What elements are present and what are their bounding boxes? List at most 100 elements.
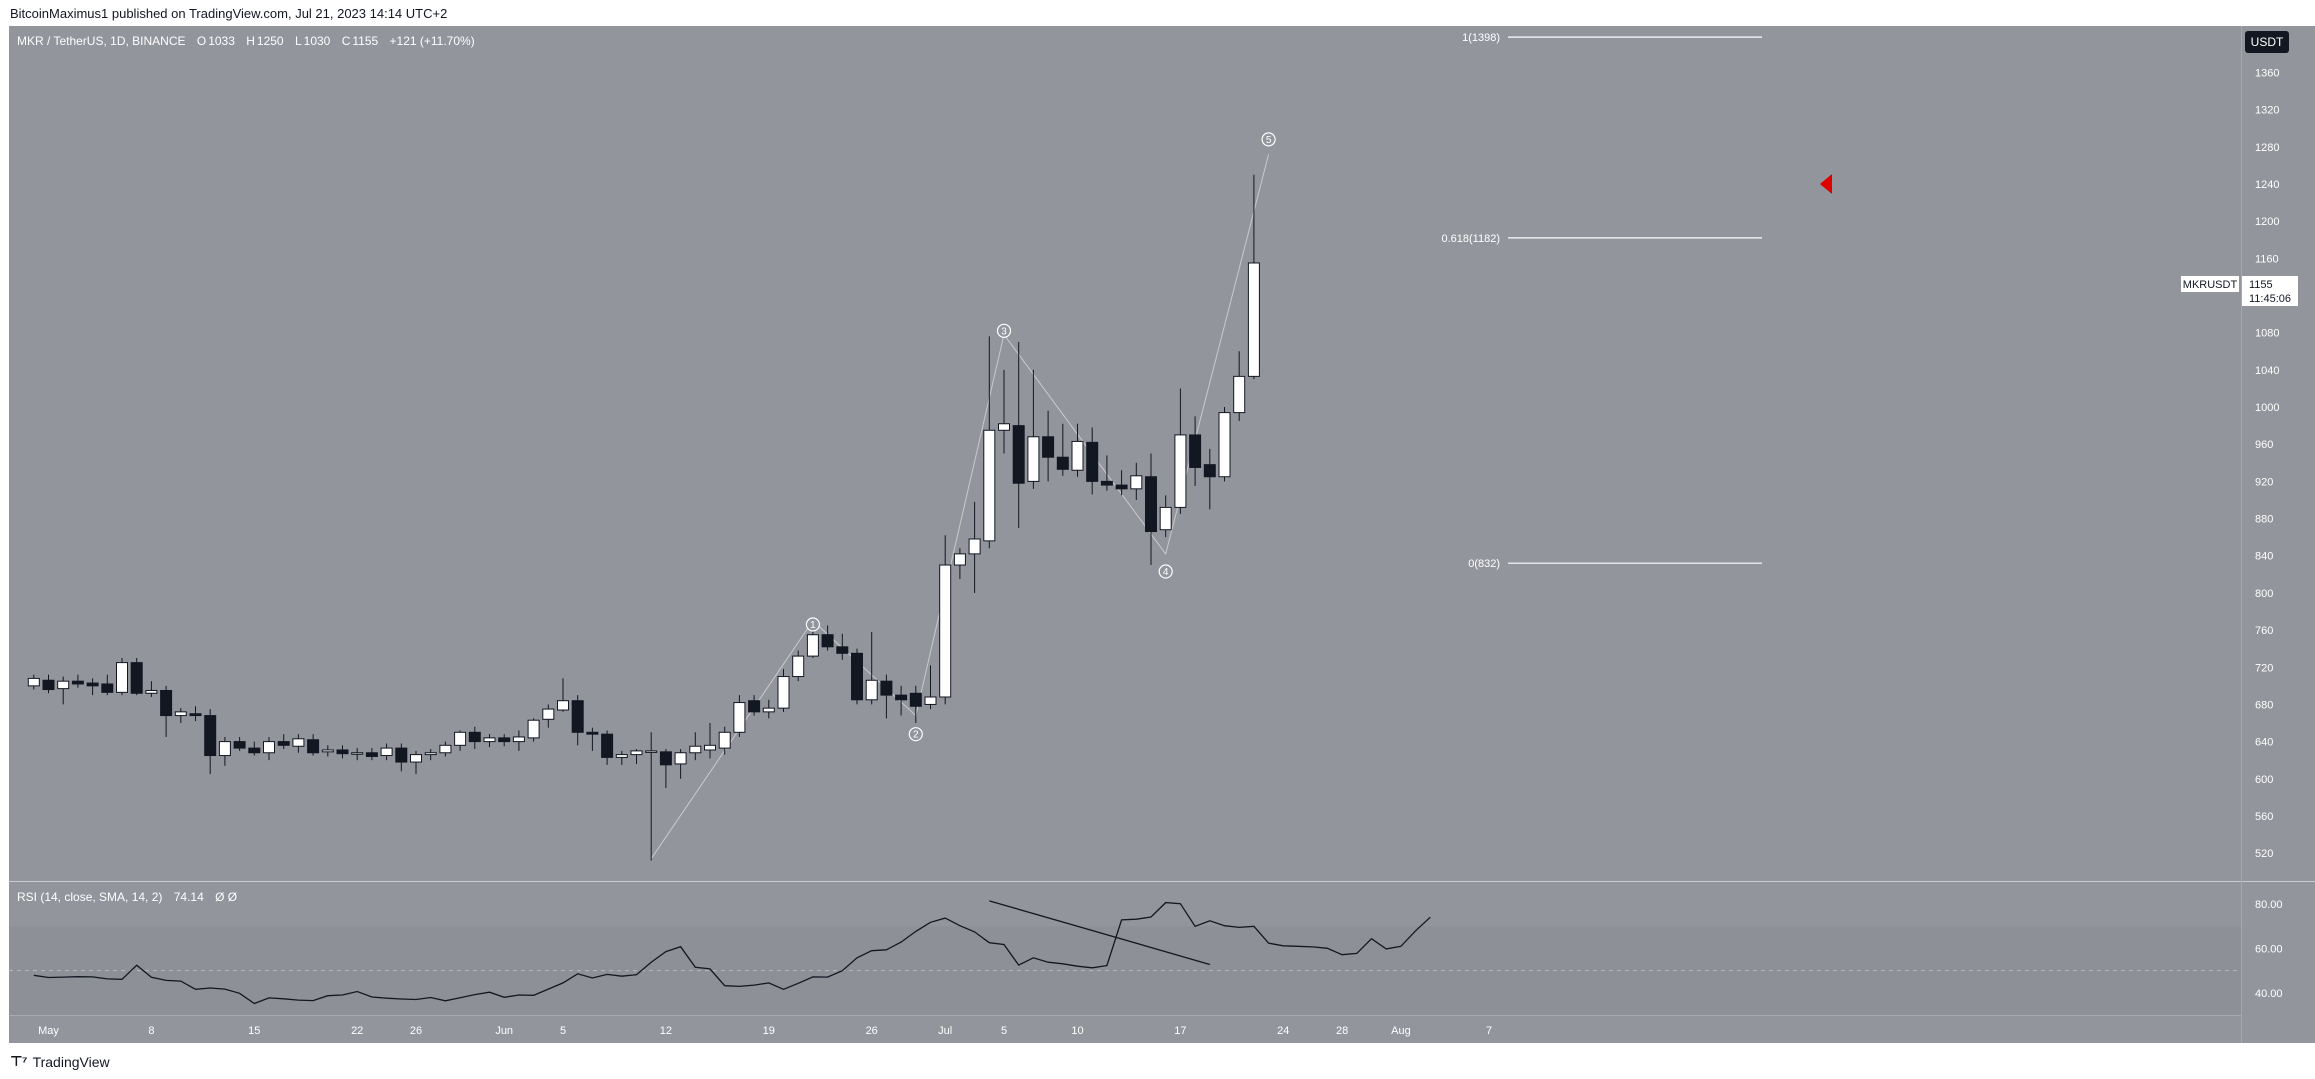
candle[interactable] — [851, 648, 863, 705]
candle[interactable] — [777, 669, 790, 712]
candle[interactable] — [689, 732, 702, 761]
candle[interactable] — [1145, 453, 1157, 566]
candle[interactable] — [968, 501, 981, 593]
candle-body — [248, 747, 261, 754]
price-pane[interactable] — [9, 26, 2241, 881]
candle[interactable] — [57, 676, 70, 705]
candle[interactable] — [983, 336, 996, 549]
price-axis[interactable] — [2241, 26, 2315, 1043]
candle[interactable] — [792, 650, 805, 682]
candle[interactable] — [1086, 427, 1099, 495]
candle[interactable] — [748, 695, 761, 716]
candle[interactable] — [718, 726, 731, 755]
candle[interactable] — [659, 749, 672, 789]
candle[interactable] — [762, 699, 775, 719]
candle[interactable] — [468, 726, 481, 750]
candle[interactable] — [939, 535, 952, 705]
candle[interactable] — [1056, 423, 1069, 476]
candle[interactable] — [116, 657, 128, 696]
candle[interactable] — [292, 734, 305, 753]
candle[interactable] — [1012, 341, 1025, 528]
candle[interactable] — [674, 749, 687, 779]
candle[interactable] — [395, 743, 408, 772]
candle[interactable] — [263, 736, 275, 761]
wave-label[interactable]: 5 — [1261, 132, 1276, 147]
candle[interactable] — [321, 745, 334, 757]
candle[interactable] — [1159, 495, 1172, 538]
candle[interactable] — [630, 749, 643, 764]
candle[interactable] — [512, 730, 525, 751]
candle-body — [395, 747, 408, 763]
candle[interactable] — [895, 685, 908, 716]
red-arrow-marker-icon[interactable] — [1820, 173, 1832, 194]
tradingview-logo[interactable]: ⊤⁷ TradingView — [10, 1053, 110, 1070]
candle[interactable] — [836, 633, 849, 660]
candle[interactable] — [439, 741, 452, 757]
candle[interactable] — [733, 695, 746, 737]
candle[interactable] — [351, 748, 364, 761]
candle[interactable] — [1100, 455, 1113, 491]
candle[interactable] — [160, 685, 173, 737]
candle[interactable] — [307, 734, 320, 756]
price-tick-label: 880 — [2255, 514, 2273, 526]
candle[interactable] — [953, 548, 966, 579]
candle[interactable] — [1027, 369, 1040, 489]
candle[interactable] — [527, 718, 540, 742]
candle[interactable] — [483, 734, 496, 748]
rsi-line[interactable] — [33, 901, 1431, 1005]
candle[interactable] — [645, 732, 658, 861]
candle[interactable] — [1203, 448, 1216, 510]
candle[interactable] — [1115, 470, 1128, 496]
candle[interactable] — [571, 695, 584, 746]
candle[interactable] — [277, 734, 290, 750]
candle[interactable] — [248, 741, 261, 756]
candle[interactable] — [1042, 410, 1055, 482]
candle[interactable] — [410, 750, 422, 775]
candle[interactable] — [880, 674, 893, 719]
wave-label[interactable]: 1 — [805, 617, 821, 632]
wave-label[interactable]: 3 — [996, 323, 1012, 338]
candle[interactable] — [1071, 423, 1084, 477]
candle[interactable] — [424, 749, 437, 761]
candle[interactable] — [821, 625, 834, 651]
candle[interactable] — [365, 748, 378, 761]
currency-badge[interactable] — [2245, 31, 2289, 53]
candle[interactable] — [1174, 388, 1187, 514]
candle[interactable] — [145, 681, 158, 697]
candle[interactable] — [454, 730, 467, 751]
candle[interactable] — [498, 734, 511, 747]
candle[interactable] — [336, 745, 349, 759]
candle[interactable] — [71, 674, 84, 688]
candle[interactable] — [86, 678, 99, 696]
time-axis[interactable] — [9, 1016, 2241, 1043]
candle[interactable] — [704, 723, 716, 759]
candle[interactable] — [557, 678, 569, 712]
candle[interactable] — [924, 665, 937, 710]
candle[interactable] — [1233, 351, 1246, 421]
candle[interactable] — [189, 706, 202, 722]
candle[interactable] — [174, 708, 187, 724]
candle[interactable] — [1130, 462, 1143, 500]
candle[interactable] — [601, 730, 614, 765]
candle[interactable] — [909, 685, 922, 724]
candle[interactable] — [1189, 416, 1202, 487]
candle[interactable] — [42, 674, 55, 694]
wave-label[interactable]: 4 — [1158, 564, 1173, 579]
candle[interactable] — [380, 743, 393, 761]
candle[interactable] — [233, 736, 246, 751]
candle[interactable] — [1218, 407, 1231, 482]
candle[interactable] — [218, 736, 231, 766]
candle[interactable] — [998, 369, 1010, 454]
rsi-divergence-line[interactable] — [989, 900, 1210, 966]
candle[interactable] — [101, 674, 114, 696]
wave-label[interactable]: 2 — [908, 727, 923, 742]
candle[interactable] — [615, 750, 628, 765]
candle[interactable] — [130, 657, 143, 696]
candle[interactable] — [542, 704, 555, 728]
candle[interactable] — [586, 727, 599, 751]
candle[interactable] — [865, 631, 878, 705]
candle[interactable] — [1247, 174, 1260, 380]
candle[interactable] — [27, 674, 40, 690]
candle[interactable] — [204, 709, 217, 775]
